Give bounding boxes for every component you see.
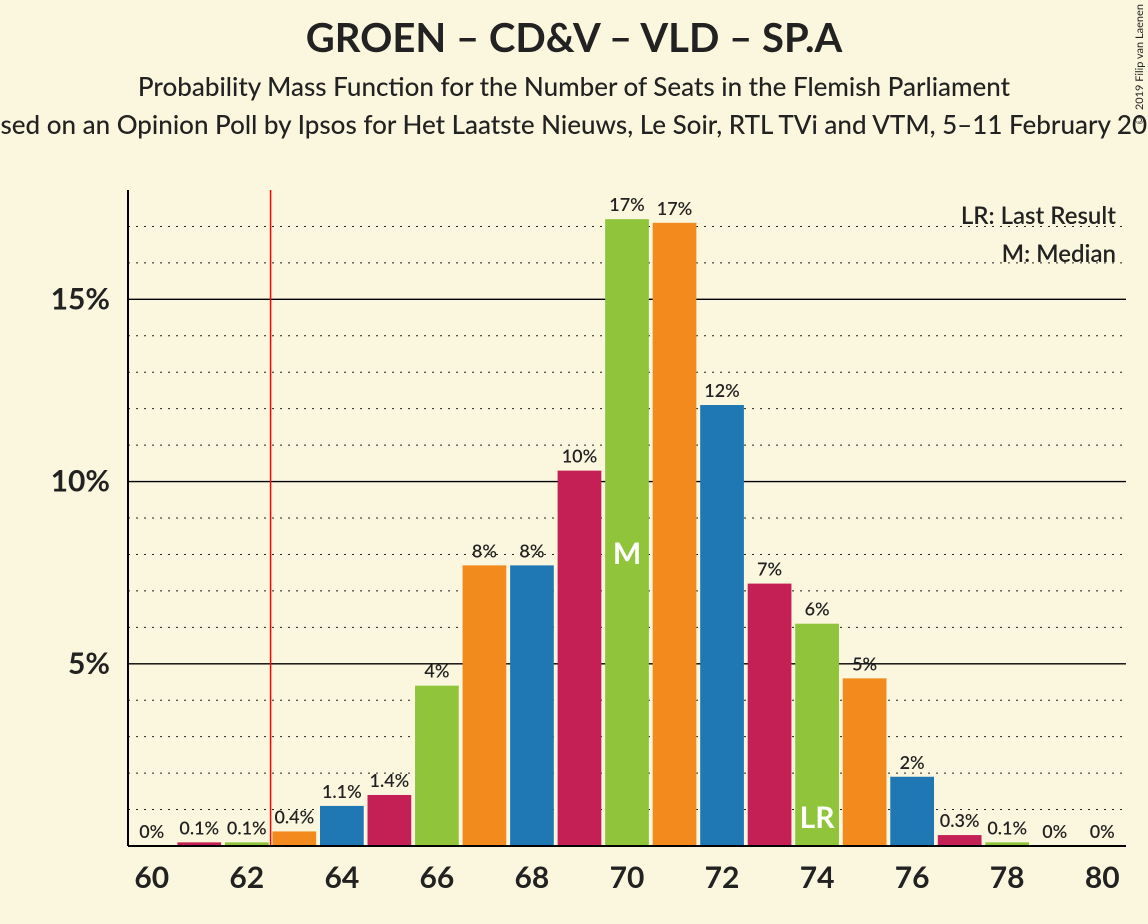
x-tick-label: 70 bbox=[610, 859, 645, 895]
chart-title: GROEN – CD&V – VLD – SP.A bbox=[306, 13, 843, 61]
last-result-marker: LR bbox=[800, 799, 836, 835]
y-tick-label: 5% bbox=[68, 645, 110, 681]
bar bbox=[368, 795, 412, 846]
pmf-chart: GROEN – CD&V – VLD – SP.A Probability Mas… bbox=[0, 0, 1148, 924]
x-tick-label: 80 bbox=[1085, 859, 1120, 895]
bar bbox=[605, 219, 649, 846]
bar bbox=[700, 405, 744, 846]
bar bbox=[320, 806, 364, 846]
y-tick-label: 15% bbox=[51, 280, 110, 316]
bar bbox=[415, 686, 459, 846]
bar bbox=[748, 584, 792, 846]
x-tick-label: 74 bbox=[800, 859, 835, 895]
bar-value-label: 0% bbox=[1042, 820, 1067, 842]
bar-value-label: 1.1% bbox=[322, 780, 362, 802]
bar-value-label: 0.1% bbox=[179, 816, 219, 838]
chart-subtitle-1: Probability Mass Function for the Number… bbox=[138, 70, 1011, 102]
bar-value-label: 17% bbox=[609, 193, 644, 215]
bar bbox=[843, 678, 887, 846]
bar-value-label: 5% bbox=[852, 652, 877, 674]
bar bbox=[558, 471, 602, 846]
x-tick-label: 68 bbox=[515, 859, 550, 895]
x-tick-label: 64 bbox=[324, 859, 359, 895]
bar bbox=[653, 223, 697, 846]
bar-value-label: 0.3% bbox=[940, 809, 980, 831]
bar-value-label: 6% bbox=[805, 598, 830, 620]
x-tick-label: 66 bbox=[419, 859, 454, 895]
median-marker: M bbox=[613, 535, 641, 571]
bar bbox=[938, 835, 982, 846]
bar bbox=[272, 831, 316, 846]
bar-value-label: 0.1% bbox=[227, 816, 267, 838]
bar-value-label: 0% bbox=[139, 820, 164, 842]
chart-subtitle-2: Based on an Opinion Poll by Ipsos for He… bbox=[0, 108, 1148, 140]
x-tick-label: 62 bbox=[229, 859, 264, 895]
bar-value-label: 17% bbox=[657, 197, 692, 219]
y-tick-label: 10% bbox=[51, 463, 110, 499]
legend-last-result: LR: Last Result bbox=[961, 201, 1116, 230]
bar-value-label: 10% bbox=[562, 445, 597, 467]
bar-value-label: 0.4% bbox=[274, 805, 314, 827]
bar bbox=[510, 565, 554, 846]
bar-value-label: 1.4% bbox=[370, 769, 410, 791]
legend-median: M: Median bbox=[1002, 239, 1116, 268]
bar-value-label: 8% bbox=[472, 539, 497, 561]
bar-value-label: 8% bbox=[519, 539, 544, 561]
bar-value-label: 2% bbox=[900, 751, 925, 773]
bar bbox=[890, 777, 934, 846]
bar bbox=[463, 565, 507, 846]
bar-value-label: 7% bbox=[757, 558, 782, 580]
x-tick-label: 76 bbox=[895, 859, 930, 895]
bar-value-label: 0% bbox=[1090, 820, 1115, 842]
copyright-text: © 2019 Filip van Laenen bbox=[1133, 4, 1146, 126]
x-tick-label: 60 bbox=[134, 859, 169, 895]
x-tick-label: 72 bbox=[705, 859, 740, 895]
bar-value-label: 12% bbox=[704, 379, 739, 401]
bar-value-label: 4% bbox=[424, 660, 449, 682]
x-tick-label: 78 bbox=[990, 859, 1025, 895]
bar-value-label: 0.1% bbox=[987, 816, 1027, 838]
